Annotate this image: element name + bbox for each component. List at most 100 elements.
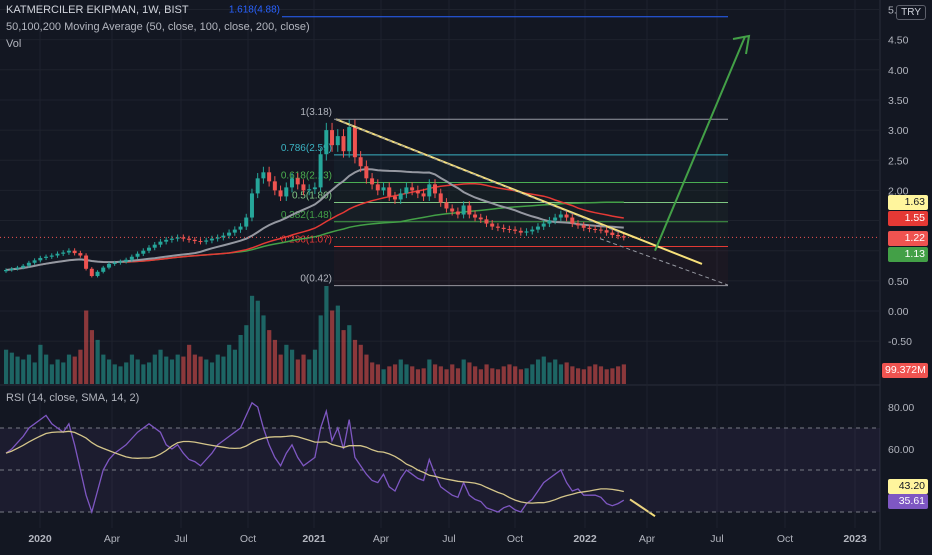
volume-bar	[524, 368, 529, 384]
volume-bar	[330, 310, 335, 384]
candle-body	[364, 166, 369, 179]
time-tick-label: Jul	[174, 533, 187, 545]
candle-body	[55, 253, 60, 256]
volume-bar	[118, 366, 123, 384]
rsi-legend[interactable]: RSI (14, close, SMA, 14, 2)	[6, 392, 140, 404]
volume-bar	[204, 359, 209, 384]
candle-body	[209, 238, 214, 241]
volume-bar	[501, 366, 506, 384]
candle-body	[61, 252, 66, 254]
candle-body	[381, 187, 386, 191]
volume-bar	[61, 362, 66, 384]
candle-body	[318, 154, 323, 188]
volume-bar	[221, 356, 226, 384]
price-tick-label: 0.00	[888, 306, 909, 318]
volume-bar	[358, 344, 363, 384]
volume-bar	[518, 369, 523, 384]
fib-level-label: 0.382(1.48)	[281, 210, 332, 221]
candle-body	[261, 172, 266, 179]
candle-body	[187, 238, 192, 240]
volume-bar	[478, 369, 483, 384]
volume-bar	[112, 364, 117, 384]
volume-bar	[381, 369, 386, 384]
volume-bar	[26, 354, 32, 384]
volume-bar	[101, 354, 106, 384]
candle-body	[101, 267, 106, 272]
candle-body	[44, 256, 49, 258]
candle-body	[49, 255, 54, 257]
candle-body	[21, 265, 26, 268]
candle-body	[398, 193, 403, 200]
time-tick-label: Apr	[639, 533, 656, 545]
fibonacci-retracement[interactable]: 1.618(4.88) 1(3.18) 0.786(2.59) 0.618(2.13)…	[229, 5, 728, 287]
volume-bar	[66, 354, 72, 384]
candle-body	[284, 187, 289, 197]
volume-bar	[564, 362, 569, 384]
volume-bar	[484, 364, 489, 384]
volume-legend[interactable]: Vol	[6, 38, 22, 50]
volume-bar	[473, 366, 478, 384]
volume-bars	[4, 286, 626, 384]
currency-button[interactable]: TRY	[896, 5, 926, 20]
symbol-title[interactable]: KATMERCILER EKIPMAN, 1W, BIST	[6, 4, 189, 16]
volume-badge: 99.372M	[882, 363, 928, 378]
volume-bar	[335, 305, 340, 384]
volume-bar	[576, 368, 581, 384]
volume-bar	[450, 364, 455, 384]
candle-body	[232, 229, 237, 233]
candle-body	[621, 236, 626, 238]
volume-bar	[433, 364, 438, 384]
candle-body	[473, 214, 478, 218]
candle-body	[112, 262, 117, 264]
time-tick-label: 2022	[573, 533, 597, 545]
gridlines	[0, 0, 881, 550]
volume-bar	[507, 364, 512, 384]
candle-body	[547, 220, 552, 224]
price-tick-label: 4.00	[888, 65, 909, 77]
fib-level-label: 1(3.18)	[300, 107, 332, 118]
volume-bar	[106, 359, 112, 384]
volume-bar	[295, 359, 300, 384]
candle-body	[564, 214, 569, 218]
candle-body	[124, 259, 129, 262]
volume-bar	[616, 366, 621, 384]
volume-bar	[32, 362, 37, 384]
volume-bar	[530, 364, 535, 384]
time-tick-label: 2021	[302, 533, 326, 545]
candle-body	[513, 229, 518, 231]
candle-body	[118, 261, 123, 263]
ma100-badge: 1.55	[888, 211, 928, 226]
candle-body	[387, 187, 392, 197]
volume-bar	[604, 369, 609, 384]
volume-bar	[513, 366, 518, 384]
volume-bar	[438, 366, 443, 384]
fib-level-label: 1.618(4.88)	[229, 5, 280, 16]
candle-body	[593, 228, 598, 230]
volume-bar	[169, 359, 175, 384]
candle-body	[616, 235, 621, 237]
price-tick-label: -0.50	[888, 336, 912, 348]
fib-level-label: 0.786(2.59)	[281, 143, 332, 154]
candle-body	[244, 217, 249, 227]
candle-body	[152, 244, 157, 248]
drawings[interactable]	[335, 34, 751, 518]
price-tick-label: 0.50	[888, 276, 909, 288]
candle-body	[604, 230, 609, 233]
candle-body	[4, 269, 8, 272]
candle-body	[164, 239, 169, 242]
rsi-tick-label: 60.00	[888, 444, 914, 456]
volume-bar	[147, 362, 152, 384]
candle-body	[535, 226, 540, 230]
volume-bar	[249, 295, 255, 384]
volume-bar	[209, 362, 215, 384]
candle-body	[89, 268, 94, 277]
ma-legend[interactable]: 50,100,200 Moving Average (50, close, 10…	[6, 21, 310, 33]
volume-bar	[375, 364, 380, 384]
rsi-value-badge: 35.61	[888, 494, 928, 509]
candle-body	[392, 196, 397, 200]
candle-body	[450, 208, 455, 212]
volume-bar	[181, 356, 186, 384]
volume-bar	[255, 300, 260, 384]
